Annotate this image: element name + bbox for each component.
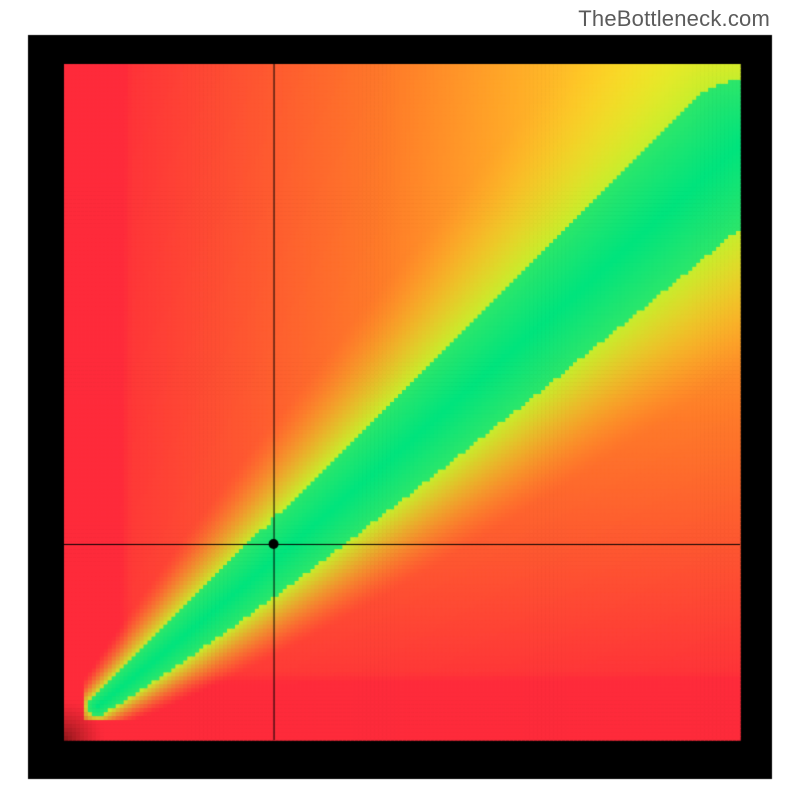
attribution-label: TheBottleneck.com bbox=[578, 6, 770, 32]
bottleneck-heatmap bbox=[0, 0, 800, 800]
